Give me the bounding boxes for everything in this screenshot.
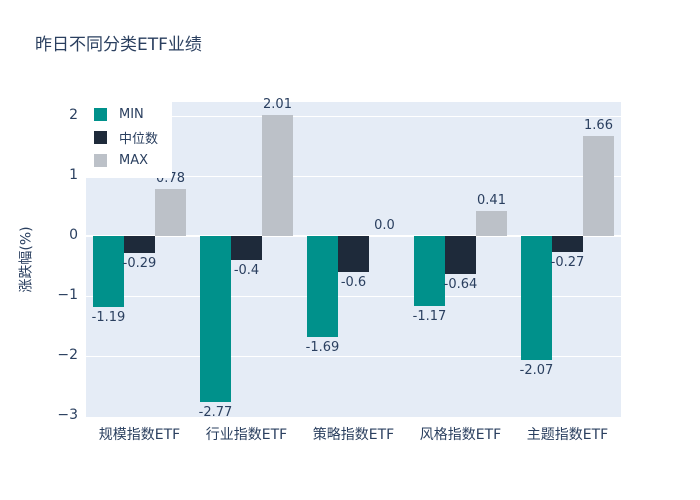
- y-tick-label: 1: [69, 166, 78, 183]
- bar-value-label: -0.64: [443, 277, 478, 293]
- gridline: [86, 175, 621, 177]
- bar-value-label: -0.6: [340, 274, 367, 290]
- legend-item-MAX[interactable]: MAX: [94, 149, 158, 172]
- legend-swatch-icon: [94, 131, 107, 144]
- legend: MIN 中位数 MAX: [86, 99, 173, 178]
- bar-MAX: [583, 136, 614, 236]
- bar-中位数: [445, 235, 476, 275]
- bar-中位数: [338, 235, 369, 272]
- x-tick-label: 规模指数ETF: [98, 427, 181, 443]
- y-tick-label: −2: [57, 346, 78, 363]
- bar-value-label: -2.77: [198, 405, 233, 421]
- bar-value-label: -1.17: [412, 309, 447, 325]
- bar-value-label: 0.41: [477, 193, 506, 209]
- bar-value-label: -0.4: [233, 262, 260, 278]
- legend-item-label: MIN: [119, 107, 144, 122]
- gridline: [86, 115, 621, 117]
- legend-swatch-icon: [94, 108, 107, 121]
- bar-value-label: -0.29: [122, 256, 157, 272]
- legend-item-label: 中位数: [119, 132, 159, 147]
- bar-value-label: 2.01: [263, 97, 292, 113]
- x-tick-label: 策略指数ETF: [312, 427, 395, 443]
- bar-中位数: [231, 235, 262, 260]
- gridline: [86, 295, 621, 297]
- bar-MAX: [476, 211, 507, 236]
- bar-中位数: [124, 235, 155, 254]
- x-tick-label: 风格指数ETF: [419, 427, 502, 443]
- legend-item-MIN[interactable]: MIN: [94, 103, 158, 126]
- bar-value-label: -2.07: [519, 363, 554, 379]
- bar-MIN: [307, 235, 338, 338]
- bar-value-label: 0.0: [374, 217, 395, 233]
- chart-title: 昨日不同分类ETF业绩: [35, 35, 202, 55]
- bar-value-label: -0.27: [550, 255, 585, 271]
- bar-MIN: [200, 235, 231, 403]
- legend-swatch-icon: [94, 154, 107, 167]
- legend-item-中位数[interactable]: 中位数: [94, 126, 158, 149]
- plot-area: -1.19 -2.77 -1.69 -1.17 -2.07 -0.29 -0.4 -0.6 -0…: [86, 98, 621, 421]
- bar-MIN: [521, 235, 552, 361]
- bar-value-label: 1.66: [584, 118, 613, 134]
- bar-MAX: [262, 115, 293, 236]
- y-tick-label: −1: [57, 286, 78, 303]
- bar-中位数: [552, 235, 583, 253]
- gridline: [86, 355, 621, 357]
- y-tick-label: 2: [69, 106, 78, 123]
- x-tick-label: 行业指数ETF: [205, 427, 288, 443]
- bar-value-label: -1.69: [305, 340, 340, 356]
- bar-MIN: [414, 235, 445, 307]
- bar-value-label: -1.19: [91, 310, 126, 326]
- bar-MIN: [93, 235, 124, 308]
- bar-MAX: [155, 189, 186, 236]
- x-tick-label: 主题指数ETF: [526, 427, 609, 443]
- y-tick-label: 0: [69, 226, 78, 243]
- legend-item-label: MAX: [119, 153, 149, 168]
- y-tick-label: −3: [57, 406, 78, 423]
